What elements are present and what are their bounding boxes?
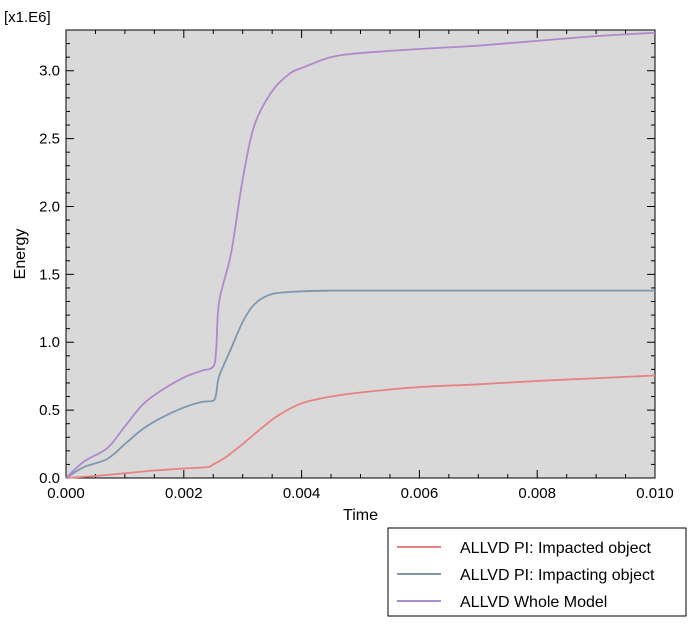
- y-tick-label: 1.0: [39, 334, 60, 351]
- x-tick-label: 0.004: [283, 485, 321, 502]
- y-axis-title: Energy: [12, 229, 29, 280]
- series-line-1: [65, 374, 656, 479]
- x-tick-label: 0.010: [636, 485, 674, 502]
- series-lines: [65, 31, 656, 479]
- x-tick-label: 0.000: [47, 485, 85, 502]
- series-line-2: [65, 289, 655, 479]
- x-tick-label: 0.008: [518, 485, 556, 502]
- y-axis: 0.0 0.5 1.0 1.5 2.0 2.5 3.0: [39, 29, 655, 487]
- y-tick-label: 1.5: [39, 266, 60, 283]
- x-axis: 0.000 0.002 0.004 0.006 0.008 0.010: [47, 30, 674, 502]
- y-tick-label: 0.5: [39, 402, 60, 419]
- legend-label: ALLVD PI: Impacted object: [460, 540, 651, 557]
- y-multiplier-label: [x1.E6]: [4, 9, 51, 26]
- plot-area: [65, 29, 656, 479]
- y-tick-label: 2.0: [39, 198, 60, 215]
- series-line-3: [65, 31, 656, 479]
- legend-label: ALLVD PI: Impacting object: [460, 567, 655, 584]
- x-axis-title: Time: [343, 507, 378, 524]
- legend: ALLVD PI: Impacted object ALLVD PI: Impac…: [387, 527, 687, 617]
- y-tick-label: 2.5: [39, 131, 60, 148]
- y-tick-label: 3.0: [39, 63, 60, 80]
- legend-label: ALLVD Whole Model: [460, 594, 607, 611]
- y-tick-label: 0.0: [39, 470, 60, 487]
- x-tick-label: 0.006: [401, 485, 439, 502]
- x-tick-label: 0.002: [165, 485, 203, 502]
